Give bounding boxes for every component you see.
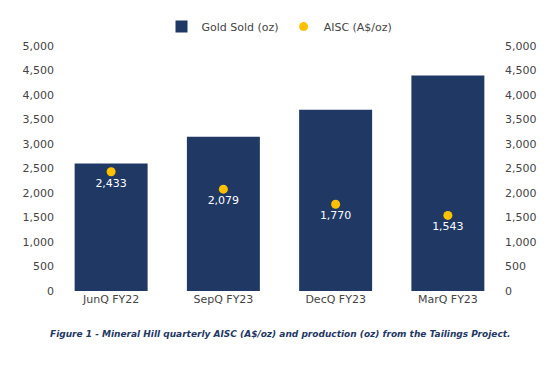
svg-text:4,500: 4,500	[505, 64, 537, 77]
svg-text:DecQ FY23: DecQ FY23	[305, 293, 365, 306]
svg-text:3,000: 3,000	[505, 138, 537, 151]
svg-text:2,000: 2,000	[23, 187, 55, 200]
svg-text:2,079: 2,079	[208, 194, 240, 207]
svg-text:1,000: 1,000	[23, 236, 55, 249]
svg-text:1,500: 1,500	[505, 211, 537, 224]
svg-text:JunQ FY22: JunQ FY22	[82, 293, 139, 306]
svg-text:0: 0	[47, 285, 54, 298]
svg-text:1,543: 1,543	[432, 220, 464, 233]
svg-text:1,000: 1,000	[505, 236, 537, 249]
svg-text:4,000: 4,000	[23, 89, 55, 102]
svg-text:Gold Sold (oz): Gold Sold (oz)	[202, 21, 279, 34]
svg-text:4,500: 4,500	[23, 64, 55, 77]
svg-text:Figure 1 - Mineral Hill quarte: Figure 1 - Mineral Hill quarterly AISC (…	[50, 329, 510, 339]
svg-text:3,500: 3,500	[23, 113, 55, 126]
svg-text:0: 0	[505, 285, 512, 298]
svg-text:2,500: 2,500	[505, 162, 537, 175]
svg-text:500: 500	[505, 260, 526, 273]
svg-text:2,000: 2,000	[505, 187, 537, 200]
svg-text:3,000: 3,000	[23, 138, 55, 151]
svg-text:2,500: 2,500	[23, 162, 55, 175]
svg-text:1,770: 1,770	[320, 209, 352, 222]
svg-text:1,500: 1,500	[23, 211, 55, 224]
svg-text:AISC (A$/oz): AISC (A$/oz)	[324, 21, 392, 34]
svg-text:4,000: 4,000	[505, 89, 537, 102]
svg-text:5,000: 5,000	[505, 40, 537, 53]
svg-text:500: 500	[33, 260, 54, 273]
svg-text:3,500: 3,500	[505, 113, 537, 126]
svg-text:SepQ FY23: SepQ FY23	[193, 293, 253, 306]
svg-text:5,000: 5,000	[23, 40, 55, 53]
svg-text:2,433: 2,433	[95, 177, 127, 190]
svg-text:MarQ FY23: MarQ FY23	[418, 293, 478, 306]
